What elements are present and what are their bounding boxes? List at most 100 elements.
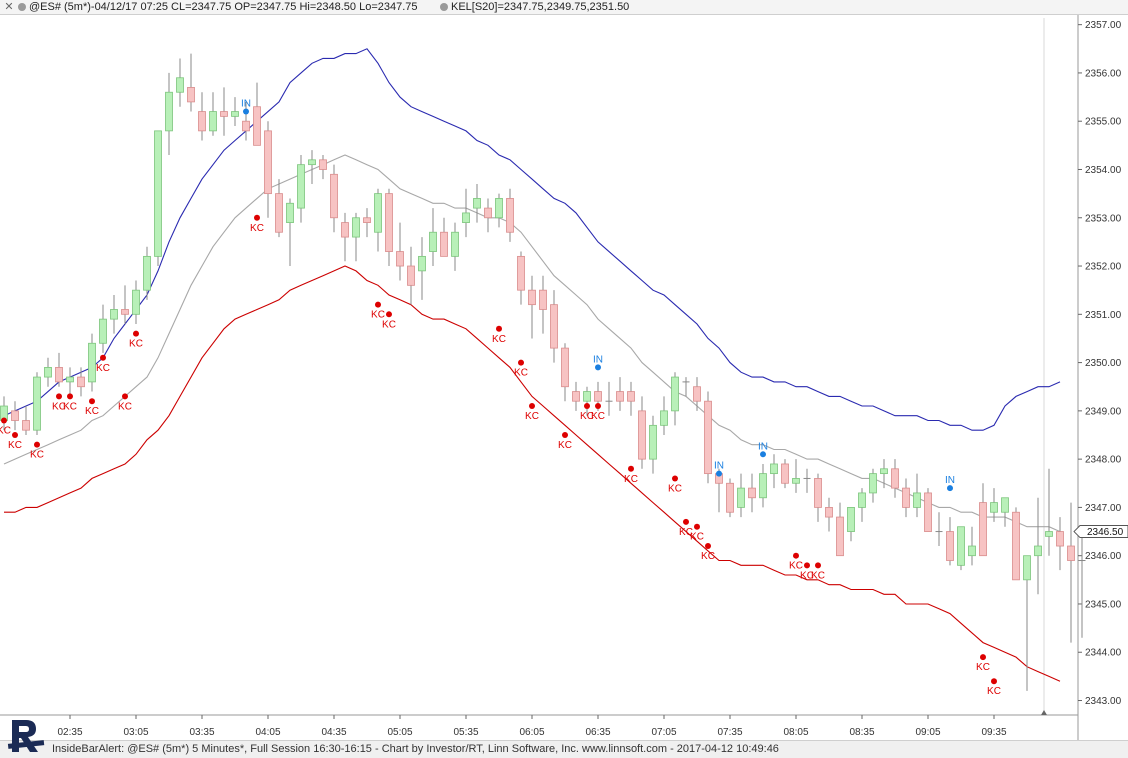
in-marker-label: IN bbox=[593, 354, 603, 365]
candle bbox=[319, 155, 327, 180]
kc-alert-marker: KC bbox=[800, 562, 814, 581]
candle-body bbox=[341, 222, 349, 238]
candle bbox=[495, 193, 503, 228]
candle bbox=[1023, 555, 1031, 691]
kc-marker-dot bbox=[100, 354, 106, 361]
candle-body bbox=[1034, 545, 1042, 557]
kc-marker-dot bbox=[980, 654, 986, 661]
in-alert-marker: IN bbox=[945, 475, 955, 492]
candle bbox=[1034, 497, 1042, 595]
candle bbox=[627, 381, 635, 416]
close-icon[interactable]: ✕ bbox=[4, 1, 14, 13]
candle-body bbox=[33, 376, 41, 431]
kc-marker-dot bbox=[562, 432, 568, 438]
in-alert-marker: IN bbox=[758, 441, 768, 458]
candle-body bbox=[11, 410, 19, 421]
candle-body bbox=[176, 77, 184, 93]
last-price-badge: 2346.50 bbox=[1073, 525, 1128, 539]
candle-body bbox=[814, 478, 822, 508]
investor-rt-logo-icon bbox=[7, 720, 45, 752]
candle-body bbox=[869, 473, 877, 494]
footer-text: InsideBarAlert: @ES# (5m*) 5 Minutes*, F… bbox=[52, 743, 779, 755]
candle-body bbox=[649, 424, 657, 460]
kc-marker-dot bbox=[89, 398, 95, 405]
kc-marker-dot bbox=[991, 678, 997, 685]
y-tick-label: 2356.00 bbox=[1085, 68, 1122, 79]
y-tick-label: 2348.00 bbox=[1085, 455, 1122, 466]
y-tick-label: 2352.00 bbox=[1085, 262, 1122, 273]
candle-body bbox=[1045, 531, 1053, 537]
candle bbox=[363, 208, 371, 238]
candle bbox=[858, 488, 866, 522]
candle bbox=[902, 478, 910, 518]
candle bbox=[528, 275, 536, 339]
candle bbox=[396, 222, 404, 281]
candle-body bbox=[231, 111, 239, 117]
y-tick-label: 2357.00 bbox=[1085, 20, 1122, 31]
in-alert-marker: IN bbox=[714, 461, 724, 477]
kc-alert-marker: KC bbox=[118, 393, 132, 412]
x-tick-label: 09:05 bbox=[915, 727, 940, 738]
x-tick-label: 02:35 bbox=[57, 727, 82, 738]
candle bbox=[1045, 468, 1053, 556]
price-chart[interactable]: 2343.00 2344.00 2345.00 2346.00 2347.00 2348.… bbox=[0, 0, 1128, 740]
candle-body bbox=[330, 173, 338, 219]
candle-body bbox=[902, 487, 910, 508]
kc-alert-marker: KC bbox=[96, 354, 110, 374]
candle bbox=[638, 396, 646, 469]
candle bbox=[429, 208, 437, 267]
kc-marker-label: KC bbox=[96, 363, 110, 374]
candle bbox=[99, 304, 107, 353]
kc-marker-label: KC bbox=[118, 401, 132, 412]
kc-marker-label: KC bbox=[679, 527, 693, 538]
x-tick-label: 06:35 bbox=[585, 727, 610, 738]
kc-alert-marker: KC bbox=[580, 403, 594, 422]
in-marker-label: IN bbox=[241, 99, 251, 110]
x-tick-label: 07:35 bbox=[717, 727, 742, 738]
scroll-up-icon[interactable] bbox=[1041, 710, 1047, 715]
x-tick-label: 08:35 bbox=[849, 727, 874, 738]
y-tick-label: 2349.00 bbox=[1085, 406, 1122, 417]
y-tick-label: 2343.00 bbox=[1085, 696, 1122, 707]
candle-body bbox=[693, 386, 701, 402]
candle bbox=[385, 188, 393, 267]
candle bbox=[187, 53, 195, 112]
candle-body bbox=[396, 251, 404, 267]
x-tick-label: 05:05 bbox=[387, 727, 412, 738]
candle bbox=[33, 372, 41, 435]
y-tick-label: 2346.00 bbox=[1085, 551, 1122, 562]
candle bbox=[616, 377, 624, 411]
candle-body bbox=[319, 159, 327, 170]
upper-band-line bbox=[3, 48, 1061, 431]
candle-body bbox=[957, 526, 965, 566]
candle-body bbox=[627, 391, 635, 402]
candle-body bbox=[660, 410, 668, 426]
last-price-box bbox=[1073, 525, 1128, 539]
kc-alert-marker: KC bbox=[250, 214, 264, 234]
candle bbox=[891, 459, 899, 498]
candle-body bbox=[847, 507, 855, 532]
in-marker-label: IN bbox=[945, 475, 955, 486]
kc-alert-marker: KC bbox=[52, 393, 66, 412]
y-tick-label: 2350.00 bbox=[1085, 358, 1122, 369]
lower-band-line bbox=[4, 265, 1061, 682]
candle-body bbox=[297, 164, 305, 209]
candle bbox=[132, 280, 140, 324]
kc-marker-label: KC bbox=[624, 474, 638, 485]
candle-body bbox=[759, 473, 767, 499]
candle bbox=[1078, 531, 1086, 638]
kc-marker-label: KC bbox=[558, 440, 572, 451]
candle-body bbox=[110, 309, 118, 320]
kc-alert-marker: KC bbox=[789, 552, 803, 572]
x-tick-label: 09:35 bbox=[981, 727, 1006, 738]
candle bbox=[22, 406, 30, 435]
candle-body bbox=[88, 342, 96, 383]
candle-body bbox=[264, 130, 272, 195]
candle bbox=[836, 502, 844, 557]
candle bbox=[176, 58, 184, 107]
kc-marker-label: KC bbox=[0, 426, 11, 437]
in-marker-label: IN bbox=[758, 441, 768, 452]
candle bbox=[209, 92, 217, 136]
x-tick-label: 03:35 bbox=[189, 727, 214, 738]
y-tick-label: 2344.00 bbox=[1085, 648, 1122, 659]
